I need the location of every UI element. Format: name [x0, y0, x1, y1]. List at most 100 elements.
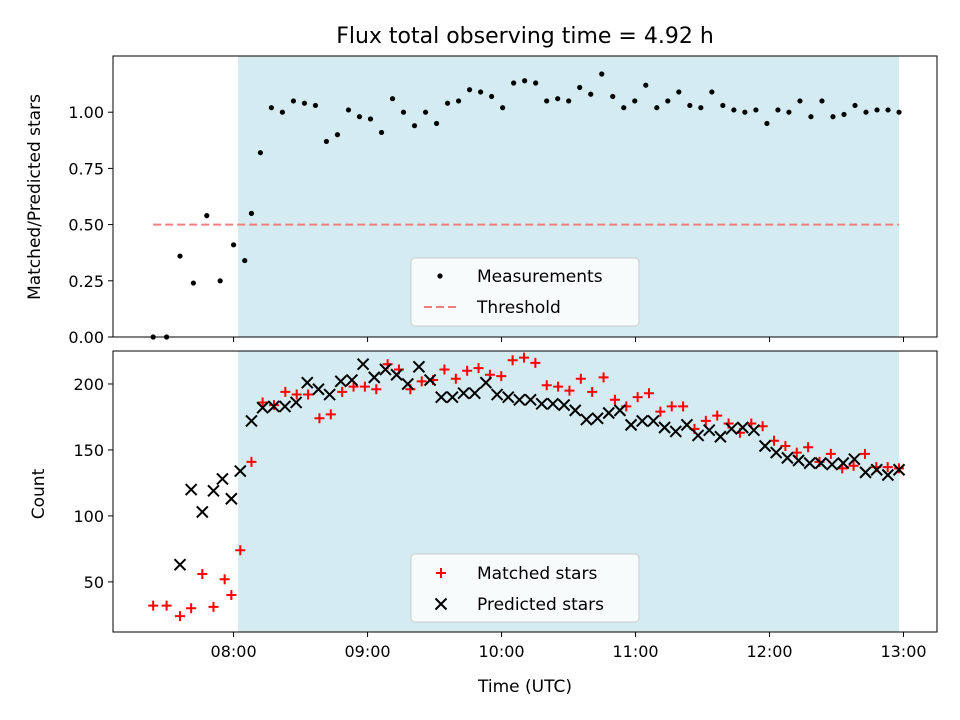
- y-tick-label: 0.25: [68, 272, 104, 291]
- predicted-star-point: [301, 376, 314, 389]
- measurement-point: [190, 280, 196, 286]
- bottom-y-axis-label: Count: [29, 468, 49, 519]
- matched-star-point: [416, 376, 427, 387]
- measurement-point: [204, 213, 210, 219]
- matched-star-point: [219, 574, 230, 585]
- x-tick-label: 08:00: [211, 642, 257, 661]
- y-tick-label: 200: [73, 375, 104, 394]
- measurement-point: [177, 253, 183, 259]
- predicted-star-point: [814, 456, 828, 470]
- predicted-star-point: [725, 422, 738, 436]
- x-tick-label: 11:00: [612, 642, 658, 661]
- matched-star-point: [291, 389, 302, 400]
- measurement-point: [367, 116, 374, 122]
- predicted-star-point: [390, 368, 403, 381]
- measurement-point: [345, 107, 352, 113]
- predicted-star-point: [278, 400, 292, 413]
- matched-star-point: [666, 401, 677, 412]
- matched-star-point: [575, 373, 586, 384]
- measurement-point: [323, 138, 330, 145]
- matched-star-point: [280, 386, 291, 397]
- predicted-star-point: [368, 371, 381, 384]
- matched-star-point: [161, 600, 172, 611]
- matched-star-point: [507, 355, 518, 366]
- matched-star-point: [303, 389, 314, 400]
- matched-star-point: [598, 372, 609, 383]
- predicted-star-point: [658, 421, 671, 434]
- predicted-star-point: [256, 401, 269, 414]
- measurement-point: [544, 98, 550, 104]
- top-y-axis-label: Matched/Predicted stars: [25, 94, 45, 300]
- x-tick-label: 13:00: [880, 642, 926, 661]
- legend-matched-marker: [436, 568, 446, 578]
- predicted-star-point: [446, 390, 459, 404]
- predicted-star-point: [892, 463, 906, 476]
- predicted-star-point: [848, 452, 861, 466]
- matched-star-point: [257, 397, 268, 408]
- measurement-point: [874, 107, 880, 113]
- measurement-point: [643, 82, 649, 88]
- measurement-point: [577, 84, 583, 91]
- matched-star-point: [700, 415, 711, 426]
- measurement-point: [819, 98, 825, 104]
- predicted-star-point: [859, 466, 872, 479]
- predicted-star-point: [636, 414, 649, 428]
- matched-star-point: [208, 601, 219, 612]
- legend-threshold-label: Threshold: [476, 298, 561, 318]
- predicted-star-point: [468, 387, 481, 400]
- measurement-point: [301, 100, 308, 106]
- matched-star-point: [791, 447, 802, 458]
- matched-star-point: [371, 384, 382, 395]
- measurement-point: [841, 111, 847, 118]
- measurement-point: [698, 105, 704, 111]
- matched-star-point: [712, 410, 723, 421]
- matched-star-point: [530, 357, 541, 368]
- measurement-point: [400, 109, 407, 115]
- measurement-point: [312, 102, 319, 109]
- predicted-star-point: [379, 363, 392, 376]
- predicted-star-point: [479, 376, 493, 389]
- measurement-point: [279, 109, 286, 115]
- predicted-star-point: [837, 456, 850, 470]
- predicted-star-point: [524, 393, 537, 407]
- measurement-point: [621, 105, 627, 111]
- predicted-star-point: [580, 413, 593, 426]
- measurement-point: [720, 102, 726, 109]
- matched-star-point: [678, 401, 689, 412]
- y-tick-label: 0.50: [68, 216, 104, 235]
- predicted-star-point: [267, 400, 280, 413]
- legend-matched-label: Matched stars: [477, 564, 597, 584]
- matched-star-point: [587, 386, 598, 397]
- measurement-point: [863, 109, 869, 115]
- predicted-star-point: [591, 412, 604, 425]
- predicted-star-point: [870, 463, 883, 476]
- measurement-point: [433, 120, 440, 127]
- measurement-point: [378, 129, 385, 136]
- x-axis-label: Time (UTC): [477, 677, 572, 697]
- predicted-star-point: [669, 425, 682, 438]
- predicted-star-point: [502, 390, 515, 404]
- matched-star-point: [848, 460, 859, 471]
- matched-star-point: [226, 590, 237, 601]
- measurement-point: [742, 109, 748, 115]
- matched-star-point: [462, 365, 473, 376]
- matched-star-point: [644, 388, 655, 399]
- measurement-point: [885, 107, 891, 113]
- measurement-point: [786, 109, 792, 115]
- matched-star-point: [780, 440, 791, 451]
- matched-star-point: [519, 352, 530, 363]
- measurement-point: [257, 150, 263, 156]
- predicted-star-point: [234, 464, 247, 478]
- predicted-star-point: [289, 396, 303, 409]
- matched-star-point: [632, 392, 643, 403]
- measurement-point: [489, 93, 495, 100]
- y-tick-label: 0.00: [68, 328, 104, 347]
- legend-measurements-label: Measurements: [477, 267, 603, 287]
- matched-star-point: [325, 409, 336, 420]
- predicted-star-point: [245, 414, 258, 428]
- measurement-point: [599, 71, 605, 77]
- measurement-point: [290, 98, 297, 104]
- predicted-star-point: [207, 484, 220, 498]
- measurement-point: [389, 96, 396, 102]
